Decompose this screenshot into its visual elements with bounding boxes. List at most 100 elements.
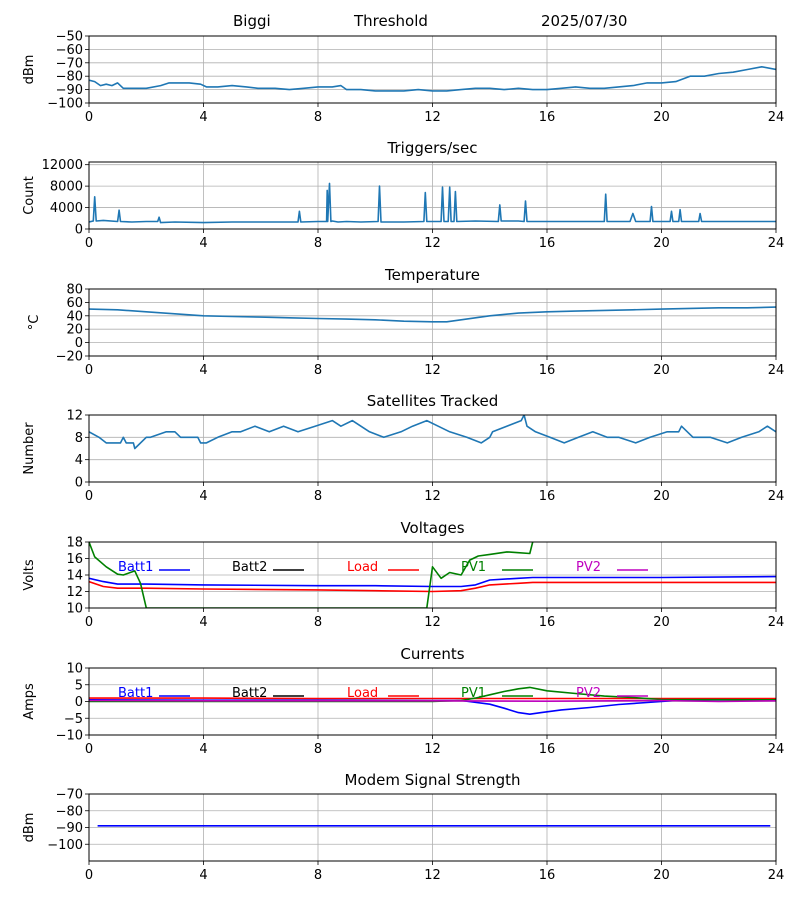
legend-label-pv1: PV1 (461, 686, 486, 701)
y-axis-label: Number (22, 422, 37, 475)
x-tick-label: 4 (199, 489, 207, 504)
x-tick-label: 16 (539, 489, 556, 504)
x-tick-label: 16 (539, 615, 556, 630)
x-tick-label: 4 (199, 742, 207, 757)
chart-panel-7: 0 4 8 12 16 20 24 −100 −90 −80−70 dBm Modem Signal … (22, 771, 784, 883)
x-tick-label: 8 (314, 110, 322, 125)
y-tick-label: 14 (66, 569, 83, 584)
series-line (89, 415, 776, 450)
x-tick-label: 0 (85, 742, 93, 757)
x-tick-label: 12 (424, 489, 441, 504)
y-tick-label: 10 (66, 602, 83, 617)
x-tick-label: 24 (768, 363, 785, 378)
x-tick-label: 8 (314, 742, 322, 757)
x-tick-label: 4 (199, 236, 207, 251)
chart-title: Triggers/sec (387, 139, 478, 157)
y-tick-label: −90 (56, 821, 83, 836)
x-tick-label: 12 (424, 615, 441, 630)
chart-title: Voltages (400, 519, 464, 537)
x-tick-label: 8 (314, 363, 322, 378)
y-tick-label: 40 (66, 309, 83, 324)
x-tick-label: 24 (768, 489, 785, 504)
y-tick-label: −100 (47, 838, 83, 853)
x-tick-label: 12 (424, 110, 441, 125)
y-tick-label: −90 (56, 83, 83, 98)
x-tick-label: 20 (653, 363, 670, 378)
legend-label-load: Load (347, 560, 378, 575)
y-tick-label: −20 (56, 350, 83, 365)
y-axis-label: Count (22, 176, 37, 215)
x-tick-label: 24 (768, 868, 785, 883)
y-tick-label: −80 (56, 70, 83, 85)
series-line-pv1 (89, 686, 776, 703)
y-tick-label: −60 (56, 43, 83, 58)
axes-frame (88, 414, 777, 483)
x-tick-label: 0 (85, 868, 93, 883)
chart-title: Temperature (384, 266, 480, 284)
chart-panel-4: 0 4 8 12 16 20 24 0 4 8 12 Number Satellites Tracked (22, 392, 784, 504)
x-tick-label: 0 (85, 236, 93, 251)
date-label: 2025/07/30 (541, 12, 628, 30)
y-tick-label: 0 (75, 223, 83, 238)
legend-label-load: Load (347, 686, 378, 701)
x-tick-label: 0 (85, 489, 93, 504)
x-tick-label: 24 (768, 236, 785, 251)
x-tick-label: 16 (539, 742, 556, 757)
series-line-pv1 (89, 542, 534, 608)
series-line-pv2 (89, 699, 776, 703)
legend-label-batt2: Batt2 (232, 560, 267, 575)
chart-title: Satellites Tracked (367, 392, 498, 410)
axes-frame (88, 288, 777, 357)
x-tick-label: 24 (768, 110, 785, 125)
x-tick-label: 4 (199, 615, 207, 630)
chart-title: Currents (400, 645, 464, 663)
x-tick-label: 16 (539, 868, 556, 883)
x-tick-label: 12 (424, 236, 441, 251)
x-tick-label: 24 (768, 742, 785, 757)
axes-frame (88, 667, 777, 736)
axes-frame (88, 35, 777, 104)
x-tick-label: 0 (85, 363, 93, 378)
legend-label-pv2: PV2 (576, 686, 601, 701)
chart-panel-2: 0 4 8 12 16 20 24 0 4000 8000 12000 Count Triggers/s… (22, 139, 784, 251)
x-tick-label: 20 (653, 236, 670, 251)
y-tick-label: 0 (75, 336, 83, 351)
axes-frame (88, 161, 777, 230)
y-tick-label: −100 (47, 97, 83, 112)
y-axis-label: dBm (22, 813, 37, 843)
y-tick-label: 5 (75, 678, 83, 693)
x-tick-label: 4 (199, 363, 207, 378)
series-line (89, 66, 776, 92)
series-line (89, 306, 776, 323)
x-tick-label: 12 (424, 742, 441, 757)
legend-label-batt2: Batt2 (232, 686, 267, 701)
y-tick-label: 60 (66, 296, 83, 311)
axes-frame (88, 541, 777, 609)
site-name: Biggi (233, 12, 271, 30)
y-tick-label: 12000 (42, 158, 83, 173)
legend-label-pv1: PV1 (461, 560, 486, 575)
y-tick-label: 80 (66, 283, 83, 298)
legend-label-pv2: PV2 (576, 560, 601, 575)
y-tick-label: 18 (66, 536, 83, 551)
y-axis-label: Amps (22, 683, 37, 720)
x-tick-label: 20 (653, 615, 670, 630)
y-tick-label: −5 (64, 712, 83, 727)
y-tick-label: 8000 (50, 180, 83, 195)
legend-label-batt1: Batt1 (118, 686, 153, 701)
chart-panel-1: 0 4 8 12 16 20 24 −100−90−80−70−60−50 dBm (22, 30, 784, 126)
series-line-batt1 (89, 575, 776, 588)
x-tick-label: 4 (199, 110, 207, 125)
x-tick-label: 4 (199, 868, 207, 883)
y-axis-label: dBm (22, 55, 37, 85)
y-tick-label: 12 (66, 409, 83, 424)
x-tick-label: 20 (653, 110, 670, 125)
mode-label: Threshold (354, 12, 428, 30)
x-tick-label: 20 (653, 742, 670, 757)
y-tick-label: 16 (66, 552, 83, 567)
y-tick-label: 12 (66, 585, 83, 600)
y-tick-label: 20 (66, 323, 83, 338)
